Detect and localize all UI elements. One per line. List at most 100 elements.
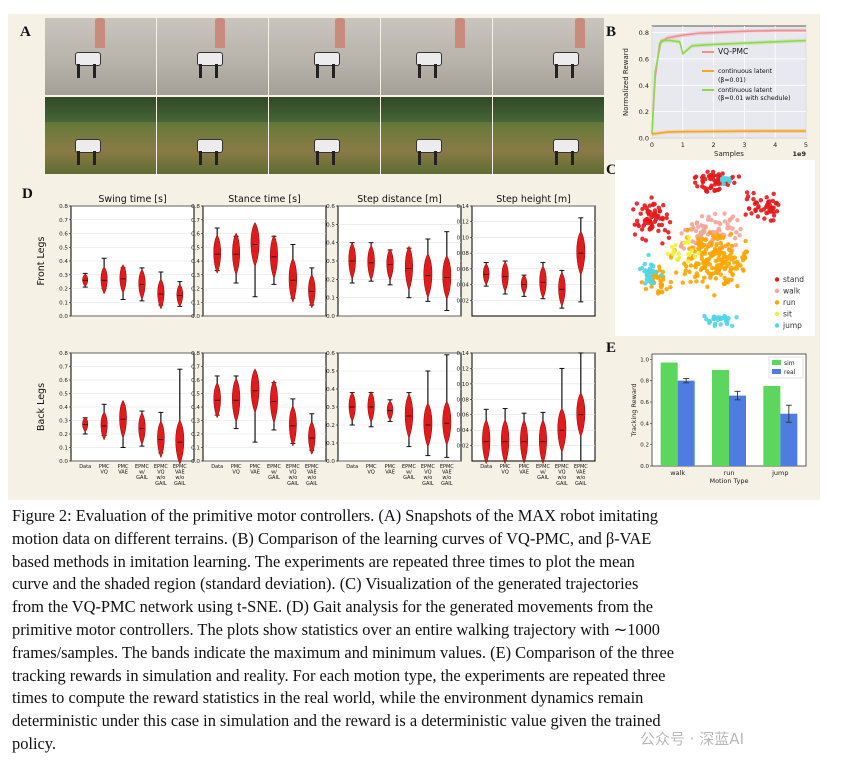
- y-tick-label: 0.6: [191, 232, 200, 238]
- panel-label-e: E: [606, 340, 617, 356]
- robot: [553, 139, 579, 153]
- tsne-point-stand: [656, 228, 661, 234]
- figure: A B C D E 0.0 0.2 0.4 0.6 0.8 0 1 2 3 4 5 Samples 1e…: [8, 14, 820, 500]
- method-label: w/: [271, 470, 277, 476]
- tsne-point-run: [685, 227, 691, 232]
- tsne-point-run: [702, 264, 707, 269]
- tsne-point-run: [732, 260, 737, 265]
- method-label: VAE: [307, 470, 317, 476]
- robot-leg: [199, 151, 202, 165]
- tsne-point-run: [743, 238, 748, 244]
- tsne-point-stand: [666, 230, 671, 235]
- robot: [75, 52, 101, 66]
- tsne-point-run: [687, 269, 692, 274]
- tsne-point-sit: [682, 240, 687, 246]
- method-label: PMC: [519, 464, 530, 470]
- y-tick-label: 0.3: [326, 405, 335, 411]
- caption-line: primitive motor controllers. The plots s…: [12, 619, 660, 639]
- tsne-point-run: [680, 280, 685, 285]
- tsne-point-walk: [730, 214, 736, 219]
- tsne-point-jump: [702, 313, 707, 319]
- tsne-point-run: [713, 276, 719, 281]
- tsne-point-run: [720, 245, 725, 250]
- snapshot-strip: [45, 18, 607, 176]
- robot: [314, 52, 340, 66]
- gait-analysis-chart: Swing time [s] Stance time [s] Step distan…: [36, 194, 596, 487]
- snapshot-photo: [381, 97, 492, 174]
- tsne-point-run: [709, 253, 714, 259]
- y-tick-label: 0.1: [326, 441, 335, 447]
- tsne-point-stand: [766, 199, 771, 205]
- y-tick-label: 0.0: [191, 314, 200, 320]
- method-label: EPMC: [135, 464, 149, 470]
- tsne-point-jump: [725, 319, 730, 324]
- tsne-point-run: [727, 253, 732, 259]
- method-label: w/o: [423, 475, 432, 481]
- tsne-point-run: [696, 261, 701, 267]
- tsne-point-run: [714, 248, 719, 253]
- tsne-point-run: [639, 280, 644, 285]
- tsne-point-run: [741, 268, 746, 273]
- tsne-point-stand: [706, 174, 712, 179]
- y-tick-label: 0.06: [457, 413, 470, 419]
- tsne-point-run: [694, 279, 699, 284]
- tsne-point-stand: [632, 232, 638, 237]
- tsne-point-stand: [753, 200, 759, 205]
- y-tick-label: 0.5: [59, 245, 68, 251]
- method-label: w/o: [576, 475, 585, 481]
- y-tick-label: 0.7: [59, 218, 68, 224]
- legend-label: run: [783, 298, 796, 307]
- tsne-point-stand: [730, 174, 735, 180]
- y-tick-label: 0.4: [191, 259, 200, 265]
- snapshot-photo: [381, 18, 492, 95]
- series-line: [651, 130, 806, 135]
- method-label: w/o: [307, 475, 316, 481]
- y-tick-label: 0.6: [326, 351, 335, 357]
- bar-real: [780, 413, 798, 466]
- tsne-point-run: [696, 246, 701, 251]
- tsne-point-run: [730, 243, 735, 249]
- y-tick-label: 0.1: [191, 300, 200, 306]
- tsne-point-stand: [717, 186, 722, 192]
- tsne-point-stand: [743, 212, 748, 217]
- method-label: VQ: [100, 470, 107, 476]
- y-tick-label: 0.3: [59, 273, 68, 279]
- y-tick-label: 0.2: [326, 277, 335, 283]
- bar-sim: [712, 370, 729, 466]
- tsne-point-run: [735, 283, 740, 289]
- x-tick-label: 4: [773, 141, 777, 149]
- row-label: Back Legs: [36, 383, 47, 431]
- legend-label: jump: [782, 321, 802, 330]
- tsne-point-stand: [651, 211, 656, 216]
- tsne-point-run: [717, 252, 722, 257]
- tsne-chart: stand walk run sit jump: [615, 160, 815, 336]
- y-tick-label: 0.06: [457, 267, 470, 273]
- method-label: PMC: [250, 464, 261, 470]
- tsne-point-jump: [637, 266, 643, 272]
- method-label: VQ: [424, 470, 431, 476]
- tsne-point-walk: [713, 219, 718, 225]
- method-label: Data: [79, 464, 91, 470]
- tsne-point-run: [694, 271, 699, 276]
- caption-line: based methods in imitation learning. The…: [12, 551, 635, 571]
- tsne-point-stand: [639, 227, 645, 232]
- tsne-point-stand: [667, 220, 673, 225]
- y-tick-label: 0.0: [326, 314, 335, 320]
- person: [95, 18, 105, 48]
- y-tick-label: 0.5: [191, 392, 200, 398]
- column-title: Step distance [m]: [357, 194, 442, 205]
- method-label: PMC: [366, 464, 377, 470]
- tsne-point-sit: [677, 255, 682, 260]
- caption-line: policy.: [12, 733, 57, 753]
- y-tick-label: 0.1: [191, 446, 200, 452]
- tsne-point-run: [730, 272, 735, 277]
- snapshot-photo: [45, 97, 156, 174]
- tsne-point-walk: [701, 229, 706, 234]
- tsne-point-run: [659, 289, 664, 294]
- tsne-point-run: [744, 249, 750, 254]
- y-tick-label: 0.5: [326, 222, 335, 228]
- tsne-point-run: [703, 237, 708, 242]
- tsne-point-run: [683, 268, 688, 273]
- tsne-point-run: [718, 272, 723, 277]
- tsne-point-walk: [705, 217, 711, 222]
